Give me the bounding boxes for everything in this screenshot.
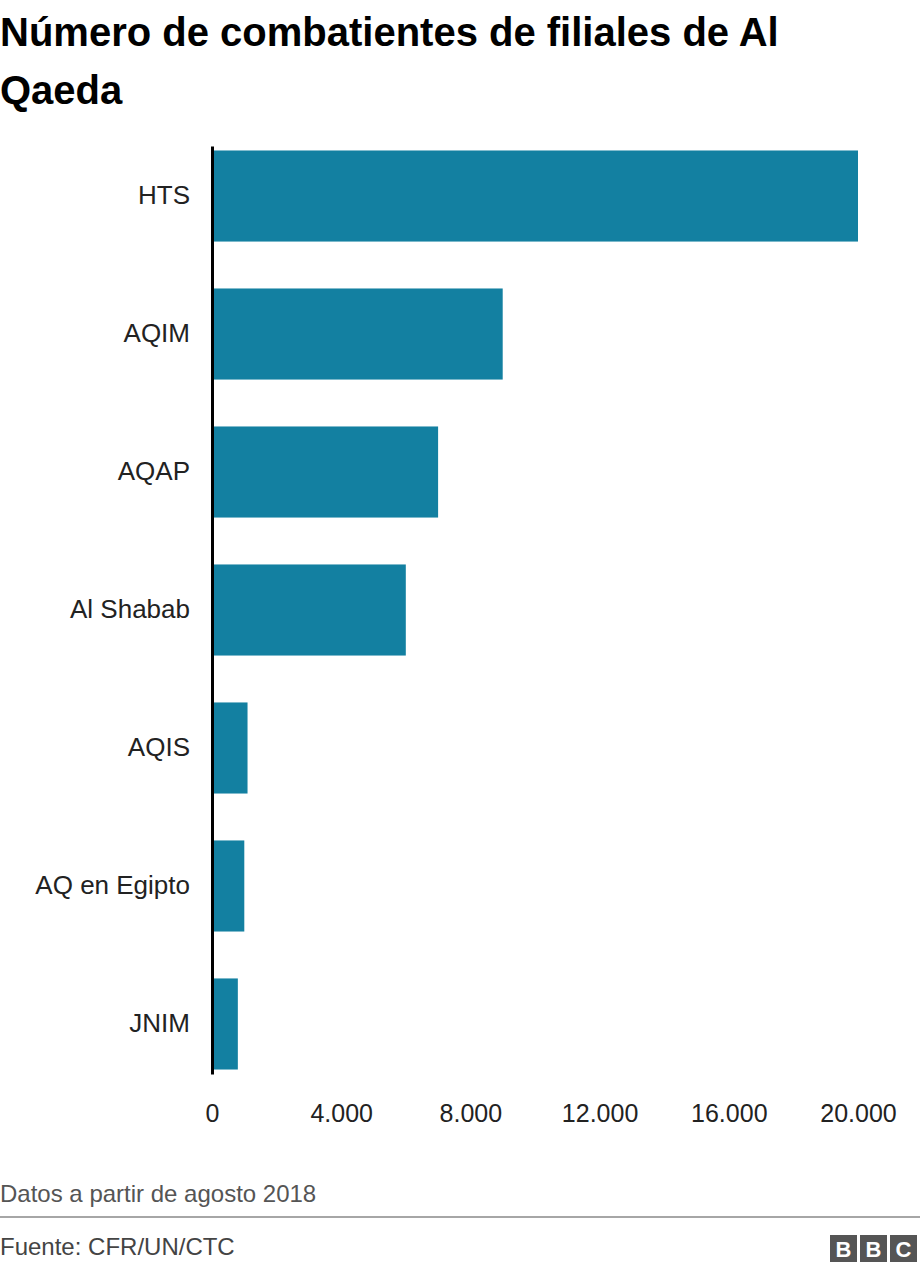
y-tick: AQIM [124,318,212,348]
x-tick-label: 4.000 [310,1099,373,1127]
y-tick-label: AQIM [124,318,190,348]
title: Número de combatientes de filiales de Al… [0,10,779,112]
bars [212,150,858,1069]
x-tick-label: 20.000 [820,1099,896,1127]
x-tick-label: 0 [206,1099,220,1127]
x-axis: 0 4.000 8.000 12.000 16.000 20.000 [206,1090,897,1127]
x-axis-line [213,1090,859,1091]
y-tick: Al Shabab [70,594,212,624]
y-axis-line [211,147,214,1075]
logo-box [890,1235,917,1262]
y-tick: HTS [138,180,212,210]
y-tick-label: AQAP [118,456,190,486]
y-tick: AQIS [128,732,212,762]
y-axis: HTS AQIM AQAP Al Shabab AQIS AQ en Egipto JNIM [35,147,212,1075]
x-tick: 20.000 [820,1090,896,1127]
logo-box [860,1235,887,1262]
logo-text: BBC [836,1237,912,1262]
x-tick: 0 [206,1090,220,1127]
source: Fuente: CFR/UN/CTC [0,1233,235,1260]
x-tick-label: 16.000 [691,1099,767,1127]
logo: BBC [830,1235,917,1262]
bar [212,840,244,931]
x-tick-label: 12.000 [562,1099,638,1127]
bar [212,978,238,1069]
x-tick: 4.000 [310,1090,373,1127]
x-tick: 8.000 [440,1090,503,1127]
y-tick-label: Al Shabab [70,594,190,624]
separator [0,1216,920,1218]
x-tick: 16.000 [691,1090,767,1127]
bar [212,288,503,379]
x-tick: 12.000 [562,1090,638,1127]
y-tick-label: AQIS [128,732,190,762]
logo-box [830,1235,857,1262]
bar [212,150,858,241]
x-tick-label: 8.000 [440,1099,503,1127]
bar [212,564,406,655]
y-tick: AQAP [118,456,212,486]
bar [212,702,248,793]
y-tick-label: HTS [138,180,190,210]
note: Datos a partir de agosto 2018 [0,1180,316,1207]
y-tick-label: JNIM [129,1008,190,1038]
y-tick-label: AQ en Egipto [35,870,190,900]
chart: Número de combatientes de filiales de Al… [0,0,920,1272]
bar [212,426,438,517]
y-tick: JNIM [129,1008,212,1038]
y-tick: AQ en Egipto [35,870,212,900]
